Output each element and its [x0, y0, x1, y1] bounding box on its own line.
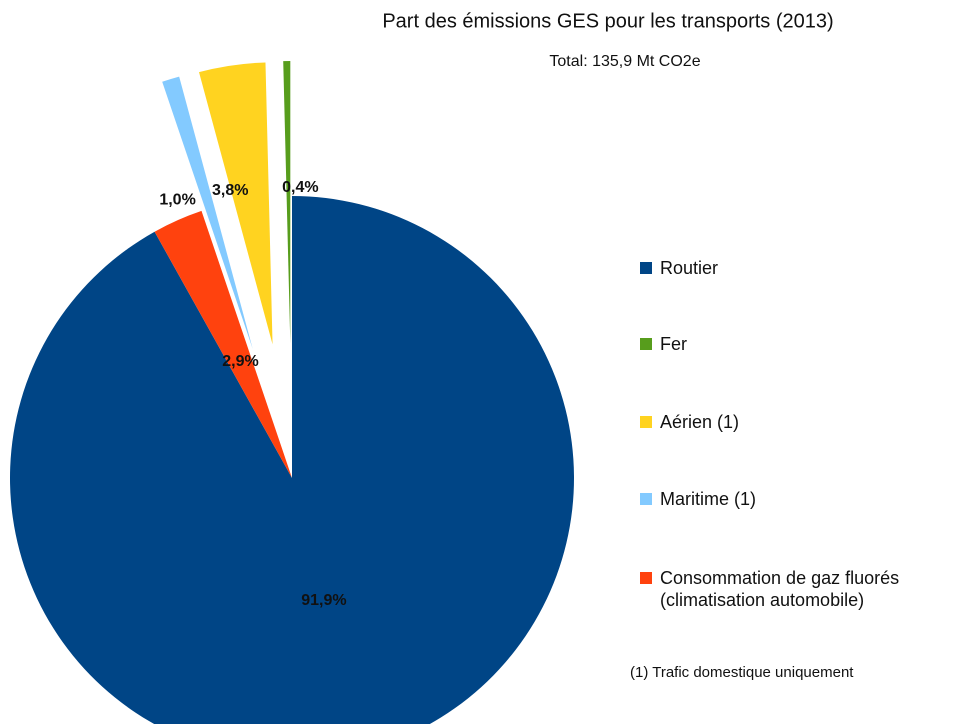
- pie-slice: [10, 196, 574, 724]
- legend-swatch: [640, 262, 652, 274]
- footnote: (1) Trafic domestique uniquement: [630, 664, 854, 681]
- chart-title: Part des émissions GES pour les transpor…: [382, 10, 833, 32]
- legend-item: Fer: [640, 333, 687, 355]
- legend-swatch: [640, 572, 652, 584]
- legend-label: Routier: [660, 258, 719, 278]
- data-label: 1,0%: [159, 192, 195, 209]
- data-label: 91,9%: [301, 592, 346, 609]
- legend-swatch: [640, 416, 652, 428]
- legend-item: Aérien (1): [640, 411, 739, 433]
- legend-label: Fer: [660, 334, 687, 354]
- legend-label: Aérien (1): [660, 412, 740, 432]
- data-label: 0,4%: [282, 179, 318, 196]
- legend-swatch: [640, 493, 652, 505]
- data-label: 2,9%: [222, 353, 258, 370]
- legend-item: Routier: [640, 257, 718, 279]
- legend-item: Consommation de gaz fluorés (climatisati…: [640, 567, 899, 611]
- pie-slice: [162, 76, 253, 349]
- legend-label: Maritime (1): [660, 489, 757, 509]
- data-label: 3,8%: [212, 182, 248, 199]
- pie-slice: [154, 210, 292, 478]
- legend-item: Maritime (1): [640, 488, 756, 510]
- chart-subtitle: Total: 135,9 Mt CO2e: [549, 53, 700, 70]
- pie-slice: [283, 61, 291, 344]
- pie-slice: [199, 62, 273, 345]
- legend-label: Consommation de gaz fluorés (climatisati…: [660, 568, 900, 610]
- legend-swatch: [640, 338, 652, 350]
